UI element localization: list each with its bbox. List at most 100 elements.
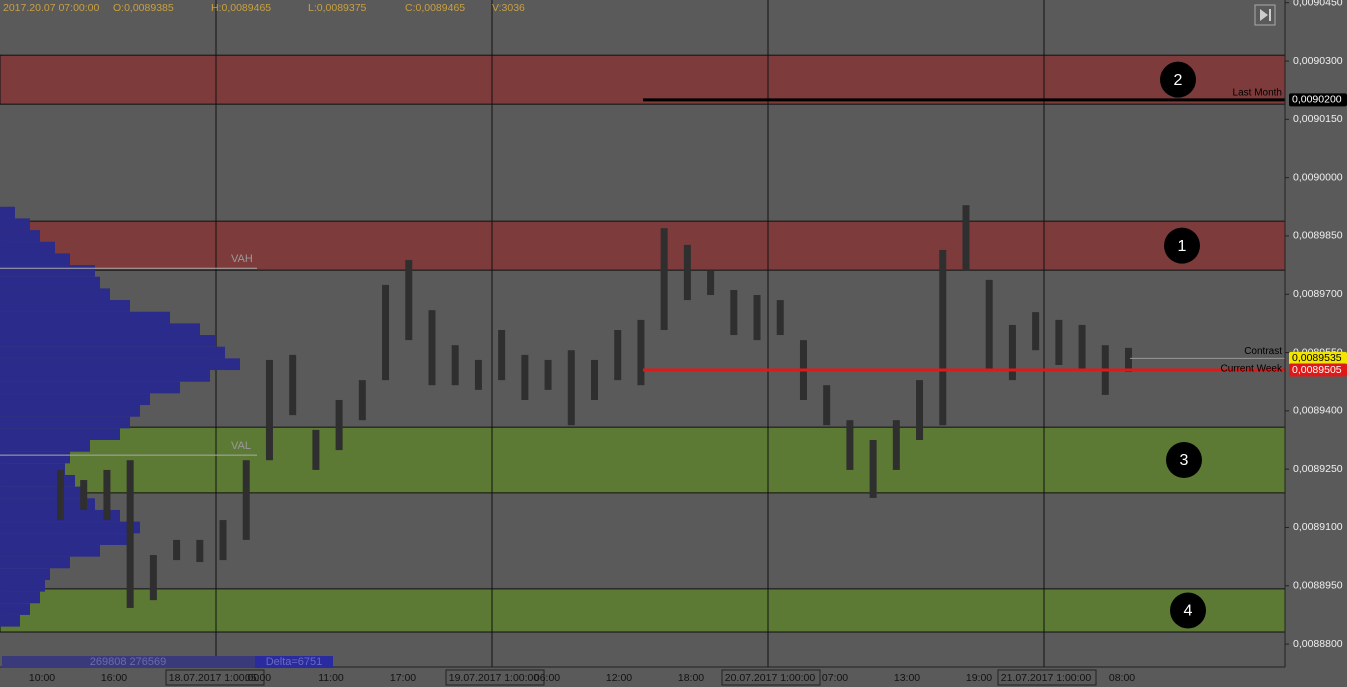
y-tick-label: 0,0089700 <box>1293 288 1343 300</box>
price-bar <box>544 359 552 390</box>
header-item: H:0,0089465 <box>211 2 271 14</box>
volume-bar <box>0 579 45 592</box>
price-bar <box>173 539 181 561</box>
zone <box>0 588 1286 633</box>
x-tick-label: 07:00 <box>822 672 848 684</box>
x-tick-label: 17:00 <box>390 672 416 684</box>
date-box <box>997 669 1097 686</box>
footer-delta: Delta=6751 <box>266 656 323 668</box>
price-bar <box>916 380 924 441</box>
volume-bar <box>0 288 110 301</box>
price-bar <box>1078 324 1086 371</box>
price-bar <box>869 440 877 498</box>
y-tick-label: 0,0089100 <box>1293 521 1343 533</box>
volume-bar <box>0 393 150 406</box>
volume-bar <box>0 276 100 289</box>
price-bar <box>498 330 506 381</box>
volume-bar <box>0 591 40 604</box>
volume-bar <box>0 206 15 219</box>
header-item: O:0,0089385 <box>113 2 174 14</box>
volume-bar <box>0 253 70 266</box>
x-tick-label: 05:00 <box>245 672 271 684</box>
price-bar <box>683 244 691 301</box>
price-bar <box>846 420 854 470</box>
zone <box>0 426 1286 494</box>
price-bar <box>335 399 343 451</box>
volume-bar <box>0 358 240 371</box>
zone-badge <box>1166 442 1202 479</box>
zone-badge <box>1170 592 1206 629</box>
x-tick-label: 16:00 <box>101 672 127 684</box>
header-item: V:3036 <box>492 2 525 14</box>
price-bar <box>1055 319 1063 365</box>
level-tag <box>1289 351 1347 365</box>
volume-bar <box>0 614 20 627</box>
footer-box <box>255 656 333 668</box>
zone-label: 4 <box>1184 603 1193 620</box>
price-bar <box>823 385 831 426</box>
x-tick-label: 18.07.2017 1:00:00 <box>169 672 260 684</box>
level-tag <box>1289 93 1347 107</box>
x-tick-label: 13:00 <box>894 672 920 684</box>
price-bar <box>985 279 993 371</box>
price-bar <box>242 460 250 540</box>
level-tag-label: 0,0089505 <box>1292 364 1342 376</box>
volume-bar <box>0 265 95 277</box>
scroll-end-button[interactable] <box>1254 4 1276 26</box>
y-tick-label: 0,0090450 <box>1293 0 1343 9</box>
price-bar <box>219 520 227 561</box>
price-bar <box>126 460 134 608</box>
price-bar <box>428 310 436 386</box>
x-tick-label: 08:00 <box>1109 672 1135 684</box>
volume-bar <box>0 428 120 441</box>
price-bar <box>637 319 645 386</box>
header-item: L:0,0089375 <box>308 2 367 14</box>
price-bar <box>149 555 157 601</box>
price-bar <box>776 300 784 336</box>
x-tick-label: 19:00 <box>966 672 992 684</box>
volume-bar <box>0 300 130 312</box>
x-tick-label: 11:00 <box>318 672 344 684</box>
header-item: C:0,0089465 <box>405 2 465 14</box>
date-box <box>445 669 545 686</box>
volume-bar <box>0 323 200 336</box>
level-tag-label: 0,0090200 <box>1292 94 1342 106</box>
x-tick-label: 10:00 <box>29 672 55 684</box>
volume-bar <box>0 451 70 464</box>
volume-bar <box>0 311 170 324</box>
price-bar <box>591 359 598 400</box>
price-bar <box>707 270 715 296</box>
level-name: Last Month <box>1233 88 1282 99</box>
price-bar <box>614 330 622 381</box>
level-name: Current Week <box>1220 364 1283 375</box>
volume-bar <box>0 335 215 347</box>
price-bar <box>358 380 366 421</box>
header-item: 2017.20.07 07:00:00 <box>3 2 100 14</box>
price-bar <box>57 469 64 521</box>
price-bar <box>660 228 668 331</box>
price-bar <box>1008 324 1016 381</box>
price-bar <box>451 345 459 386</box>
price-bar <box>265 359 273 461</box>
price-bar <box>196 539 204 563</box>
price-bar <box>474 359 482 390</box>
y-tick-label: 0,0089250 <box>1293 463 1343 475</box>
y-tick-label: 0,0088800 <box>1293 638 1343 650</box>
volume-bar <box>0 474 75 487</box>
volume-bar <box>0 439 90 452</box>
volume-bar <box>0 241 55 254</box>
zone-label: 1 <box>1178 238 1187 255</box>
volume-bar <box>0 603 30 615</box>
price-bar <box>312 429 320 470</box>
zone-label: 3 <box>1180 452 1189 469</box>
date-box <box>721 669 821 686</box>
price-bar <box>382 284 390 381</box>
price-bar <box>103 469 111 521</box>
volume-bar <box>0 370 210 382</box>
value-area-label: VAH <box>231 253 253 265</box>
y-tick-label: 0,0088950 <box>1293 580 1343 592</box>
volume-bar <box>0 533 130 545</box>
